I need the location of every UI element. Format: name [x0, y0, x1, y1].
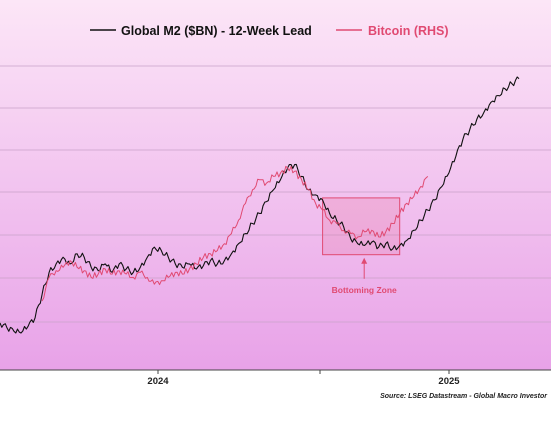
- series-line-bitcoin: [41, 165, 429, 302]
- series-line-m2: [0, 76, 520, 334]
- legend-label-m2: Global M2 ($BN) - 12-Week Lead: [121, 24, 312, 38]
- gridlines: [0, 65, 551, 323]
- x-tick-label-2024: 2024: [147, 376, 169, 387]
- legend-label-bitcoin: Bitcoin (RHS): [368, 24, 449, 38]
- series-lines: [0, 76, 520, 334]
- source-note: Source: LSEG Datastream - Global Macro I…: [380, 393, 548, 400]
- bottoming-zone-label: Bottoming Zone: [332, 285, 397, 295]
- annotation-bottoming-zone: Bottoming Zone: [322, 197, 401, 295]
- x-tick-label-2025: 2025: [438, 376, 460, 387]
- bottoming-zone-arrowhead: [361, 257, 368, 264]
- x-axis-ticks: 2024 2025: [147, 370, 460, 387]
- footer-background: [0, 370, 551, 431]
- bottoming-zone-box: [322, 197, 401, 256]
- legend: Global M2 ($BN) - 12-Week Lead Bitcoin (…: [90, 24, 449, 38]
